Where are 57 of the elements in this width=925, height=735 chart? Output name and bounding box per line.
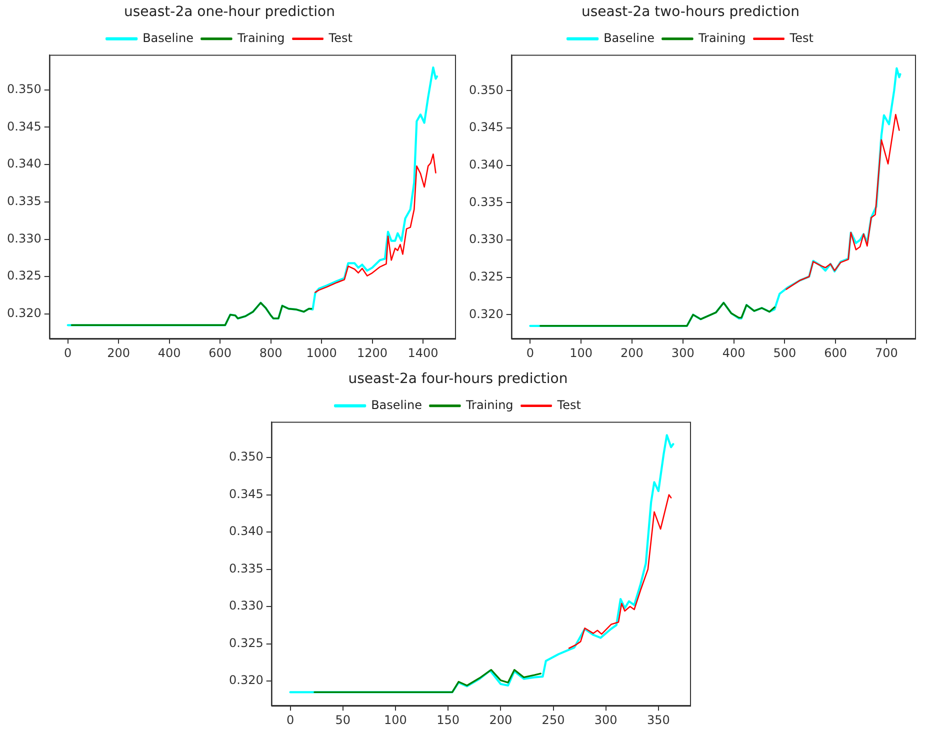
y-tick-label: 0.345 <box>468 120 504 134</box>
x-tick-label: 0 <box>286 712 294 727</box>
y-tick-label: 0.350 <box>468 82 504 97</box>
legend-label: Baseline <box>371 398 422 412</box>
y-tick-label: 0.350 <box>6 82 42 96</box>
y-tick-label: 0.325 <box>6 268 42 283</box>
chart-title: useast-2a two-hours prediction <box>582 4 800 20</box>
legend-label: Training <box>236 30 285 45</box>
y-tick-label: 0.340 <box>228 524 264 538</box>
x-tick-label: 0 <box>526 346 534 360</box>
x-tick-label: 700 <box>875 346 898 360</box>
y-tick-label: 0.330 <box>6 231 42 246</box>
x-tick-label: 300 <box>594 712 618 727</box>
chart-title: useast-2a one-hour prediction <box>124 4 335 20</box>
chart-title: useast-2a four-hours prediction <box>348 371 568 388</box>
y-tick-label: 0.330 <box>468 232 504 246</box>
x-tick-label: 800 <box>259 346 282 360</box>
legend-label: Training <box>697 30 746 45</box>
x-tick-label: 250 <box>542 712 565 727</box>
x-tick-label: 1200 <box>357 346 388 360</box>
y-tick-label: 0.325 <box>468 269 504 284</box>
x-tick-label: 400 <box>158 346 181 360</box>
y-tick-label: 0.335 <box>6 194 42 208</box>
legend-label: Baseline <box>142 30 194 45</box>
y-tick-label: 0.335 <box>228 561 264 576</box>
x-tick-label: 200 <box>107 346 130 360</box>
legend-label: Test <box>788 30 814 45</box>
x-tick-label: 500 <box>773 346 796 360</box>
x-tick-label: 300 <box>671 346 694 360</box>
y-tick-label: 0.330 <box>228 598 264 613</box>
x-tick-label: 350 <box>646 712 670 727</box>
y-tick-label: 0.350 <box>228 450 264 464</box>
x-tick-label: 100 <box>570 346 593 360</box>
x-tick-label: 50 <box>335 712 351 727</box>
legend-label: Test <box>556 398 582 412</box>
y-tick-label: 0.325 <box>228 636 264 650</box>
x-tick-label: 200 <box>489 712 512 727</box>
legend-label: Baseline <box>604 30 654 45</box>
x-tick-label: 600 <box>208 346 232 360</box>
y-tick-label: 0.345 <box>6 119 42 134</box>
y-tick-label: 0.340 <box>468 157 504 172</box>
x-tick-label: 150 <box>436 712 460 727</box>
x-tick-label: 400 <box>722 346 746 360</box>
legend-label: Test <box>328 30 353 45</box>
y-tick-label: 0.335 <box>468 194 504 209</box>
legend-label: Training <box>464 398 514 412</box>
y-tick-label: 0.320 <box>468 306 504 321</box>
x-tick-label: 200 <box>620 346 644 360</box>
y-tick-label: 0.320 <box>6 306 42 320</box>
x-tick-label: 100 <box>384 712 407 727</box>
y-tick-label: 0.345 <box>228 486 264 501</box>
y-tick-label: 0.320 <box>228 673 264 688</box>
x-tick-label: 0 <box>64 346 72 360</box>
x-tick-label: 1400 <box>408 346 438 360</box>
x-tick-label: 600 <box>824 346 848 360</box>
x-tick-label: 1000 <box>306 346 337 360</box>
y-tick-label: 0.340 <box>6 156 42 171</box>
